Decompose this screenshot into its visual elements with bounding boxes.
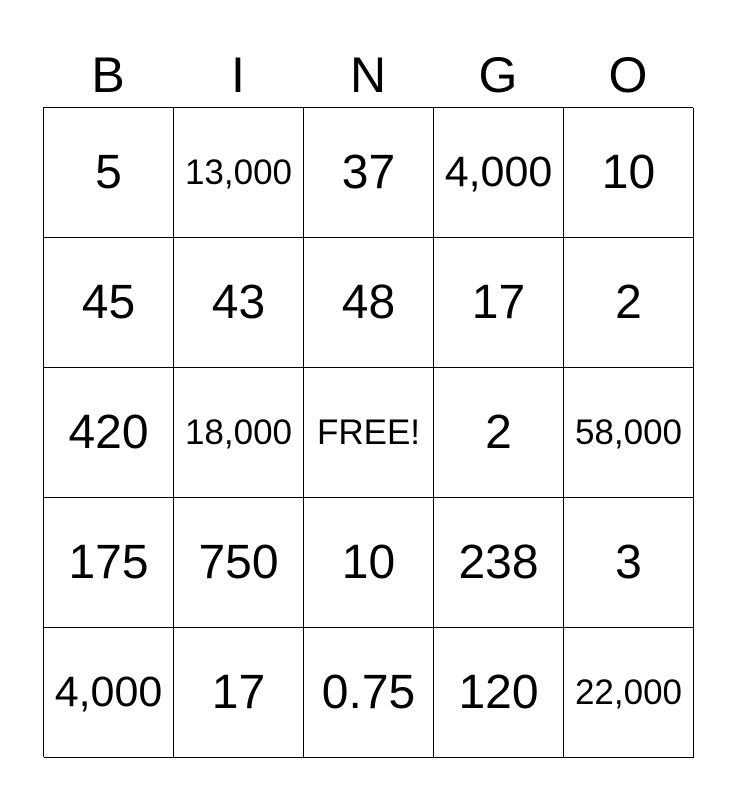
bingo-cell[interactable]: 18,000 <box>174 368 304 498</box>
bingo-cell[interactable]: 4,000 <box>44 628 174 758</box>
header-letter-n: N <box>349 47 387 103</box>
bingo-cell[interactable]: 13,000 <box>174 108 304 238</box>
bingo-cell-free[interactable]: FREE! <box>304 368 434 498</box>
bingo-cell[interactable]: 48 <box>304 238 434 368</box>
bingo-cell[interactable]: 10 <box>564 108 694 238</box>
bingo-cell[interactable]: 3 <box>564 498 694 628</box>
bingo-cell[interactable]: 0.75 <box>304 628 434 758</box>
bingo-cell[interactable]: 17 <box>434 238 564 368</box>
bingo-cell[interactable]: 238 <box>434 498 564 628</box>
header-letter-g: G <box>478 47 518 103</box>
bingo-cell[interactable]: 175 <box>44 498 174 628</box>
bingo-cell[interactable]: 43 <box>174 238 304 368</box>
bingo-cell[interactable]: 420 <box>44 368 174 498</box>
header-letter-b: B <box>91 47 125 103</box>
bingo-cell[interactable]: 120 <box>434 628 564 758</box>
bingo-cell[interactable]: 4,000 <box>434 108 564 238</box>
bingo-cell[interactable]: 2 <box>564 238 694 368</box>
bingo-cell[interactable]: 17 <box>174 628 304 758</box>
header-letter-i: I <box>231 47 245 103</box>
bingo-cell[interactable]: 22,000 <box>564 628 694 758</box>
bingo-cell[interactable]: 45 <box>44 238 174 368</box>
bingo-grid: 5 13,000 37 4,000 10 45 43 48 17 2 420 18,000 FREE! 2… <box>43 107 694 758</box>
bingo-cell[interactable]: 10 <box>304 498 434 628</box>
bingo-cell[interactable]: 37 <box>304 108 434 238</box>
header-letter-o: O <box>608 47 648 103</box>
bingo-cell[interactable]: 5 <box>44 108 174 238</box>
bingo-cell[interactable]: 750 <box>174 498 304 628</box>
bingo-cell[interactable]: 58,000 <box>564 368 694 498</box>
bingo-header: B I N G O <box>43 44 693 106</box>
bingo-cell[interactable]: 2 <box>434 368 564 498</box>
